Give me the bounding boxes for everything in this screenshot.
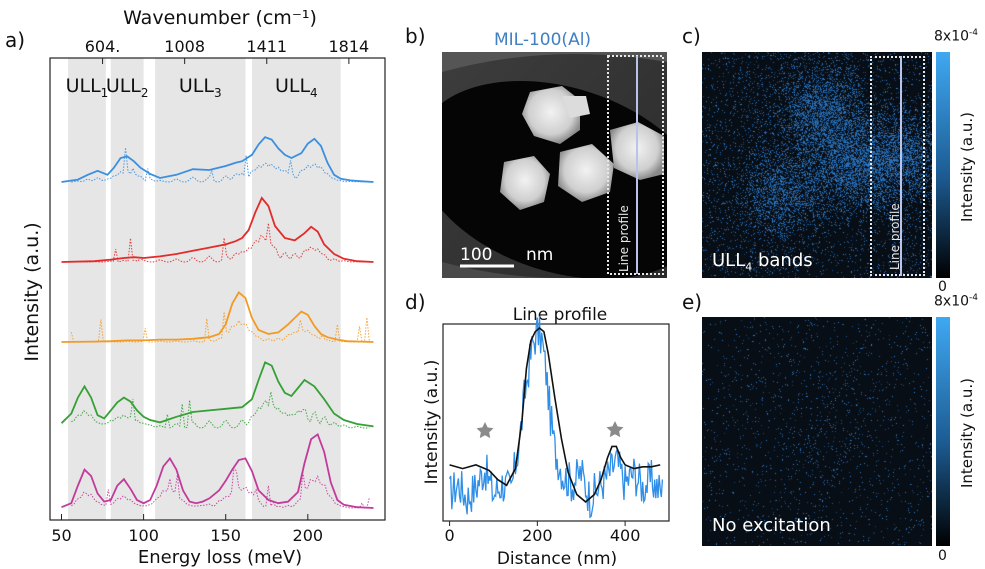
spectrum-dotted-line xyxy=(70,311,370,343)
band-region xyxy=(251,58,341,520)
x-tick-label: 50 xyxy=(51,526,71,545)
panel-b-label: b) xyxy=(405,24,426,48)
x-tick-label: 0 xyxy=(444,526,454,545)
x-tick-label: 150 xyxy=(210,526,241,545)
top-axis-title: Wavenumber (cm⁻¹) xyxy=(123,7,317,29)
band-region xyxy=(110,58,144,520)
y-axis-label: Intensity (a.u.) xyxy=(422,360,442,485)
band-region xyxy=(68,58,106,520)
spectrum-dotted-line xyxy=(71,466,370,509)
particle xyxy=(500,156,550,210)
band-label: ULL3 xyxy=(179,75,222,100)
panel-a-label: a) xyxy=(5,28,26,52)
x-tick-label: 200 xyxy=(293,526,324,545)
top-tick-label: 1008 xyxy=(164,37,205,56)
scale-bar-unit: nm xyxy=(526,245,553,265)
panel-b-title: MIL-100(Al) xyxy=(494,30,592,50)
x-axis-label: Distance (nm) xyxy=(497,549,617,569)
panel-d-label: d) xyxy=(405,290,426,314)
panel-d-title: Line profile xyxy=(513,305,608,325)
colorbar-label: Intensity (a.u.) xyxy=(958,378,976,488)
top-tick-label: 1814 xyxy=(329,37,370,56)
stem-image: Line profile 100 nm xyxy=(442,52,667,278)
colorbar-label: Intensity (a.u.) xyxy=(958,112,976,222)
line-profile-label: Line profile xyxy=(888,203,902,270)
particle xyxy=(558,144,614,202)
x-axis-label: Energy loss (meV) xyxy=(138,547,302,568)
spectrum-line xyxy=(61,432,374,509)
colorbar-min: 0 xyxy=(938,279,947,295)
line-profile-box xyxy=(607,55,664,275)
profile-line-eels xyxy=(448,316,664,519)
star-marker xyxy=(476,422,494,439)
spectrum-line xyxy=(60,361,374,428)
top-tick-label: 604. xyxy=(85,37,121,56)
spectrum-line xyxy=(61,136,374,183)
x-tick-label: 400 xyxy=(610,526,641,545)
profile-line-haadf xyxy=(449,326,661,503)
eels-map-no-excitation: No excitation xyxy=(702,317,932,546)
colorbar-max: 8x10-4 xyxy=(934,28,978,45)
eels-map-ull4: Line profile ULL4 bands xyxy=(702,52,932,278)
colorbar-min: 0 xyxy=(938,548,947,564)
map-overlay-label: ULL4 bands xyxy=(712,250,813,274)
spectrum-dotted-line xyxy=(71,391,370,429)
spectrum-line xyxy=(61,291,374,343)
spectrum-dotted-line xyxy=(71,147,370,183)
colorbar-e xyxy=(936,317,950,546)
line-profile-label: Line profile xyxy=(617,205,631,272)
colorbar-c xyxy=(936,52,950,278)
panel-e-label: e) xyxy=(682,290,703,314)
line-profile-box xyxy=(870,56,925,276)
spectrum-line xyxy=(61,196,374,263)
spectrum-dotted-line xyxy=(71,223,370,263)
plot-frame xyxy=(442,323,670,522)
scale-bar-value: 100 xyxy=(460,245,492,265)
colorbar-max: 8x10-4 xyxy=(934,293,978,310)
plot-frame xyxy=(49,57,386,521)
panel-c-label: c) xyxy=(682,24,701,48)
top-tick-label: 1411 xyxy=(246,37,287,56)
map-overlay-label: No excitation xyxy=(712,515,831,536)
x-tick-label: 200 xyxy=(522,526,553,545)
star-marker xyxy=(606,421,624,438)
y-axis-label: Intensity (a.u.) xyxy=(21,222,43,361)
band-region xyxy=(155,58,246,520)
x-tick-label: 100 xyxy=(128,526,159,545)
panel-d-chart: Line profile 0 200 400 Distance (nm) Inten… xyxy=(422,305,670,569)
